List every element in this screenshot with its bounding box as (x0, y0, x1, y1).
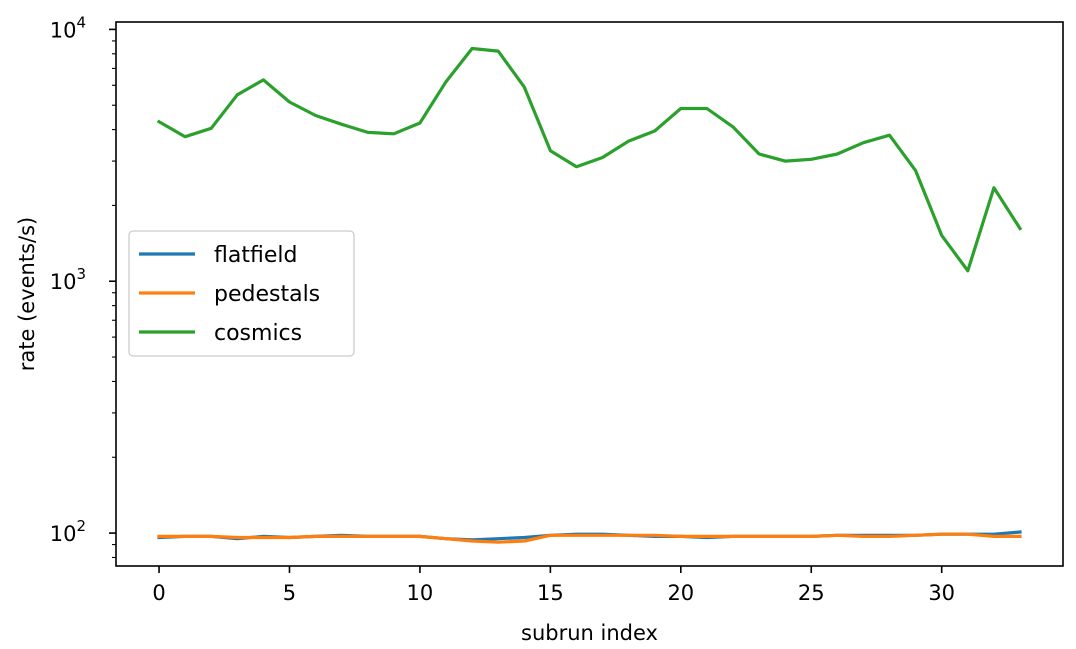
y-tick-label: 102 (50, 517, 86, 546)
legend-box (128, 230, 355, 357)
x-tick-label: 5 (283, 581, 296, 605)
legend-label-cosmics: cosmics (214, 321, 302, 346)
x-tick-label: 10 (407, 581, 434, 605)
axes-layer: 0 5 10 15 20 25 30 102 103 104 (50, 13, 1064, 605)
legend: flatfield pedestals cosmics (128, 230, 355, 357)
y-tick-label: 104 (50, 13, 86, 42)
x-tick-label: 30 (928, 581, 955, 605)
x-tick-label: 20 (667, 581, 694, 605)
series-layer (156, 46, 1023, 544)
legend-label-pedestals: pedestals (214, 282, 320, 307)
series-line-cosmics (156, 46, 1023, 273)
x-tick-label: 0 (152, 581, 165, 605)
x-tick-label: 25 (798, 581, 825, 605)
y-tick-label: 103 (50, 265, 86, 294)
plot-frame (115, 21, 1064, 567)
x-tick-label: 15 (537, 581, 564, 605)
series-line-pedestals (157, 532, 1022, 544)
x-axis-label: subrun index (521, 621, 658, 645)
y-axis-label: rate (events/s) (15, 217, 39, 372)
legend-label-flatfield: flatfield (214, 243, 297, 268)
